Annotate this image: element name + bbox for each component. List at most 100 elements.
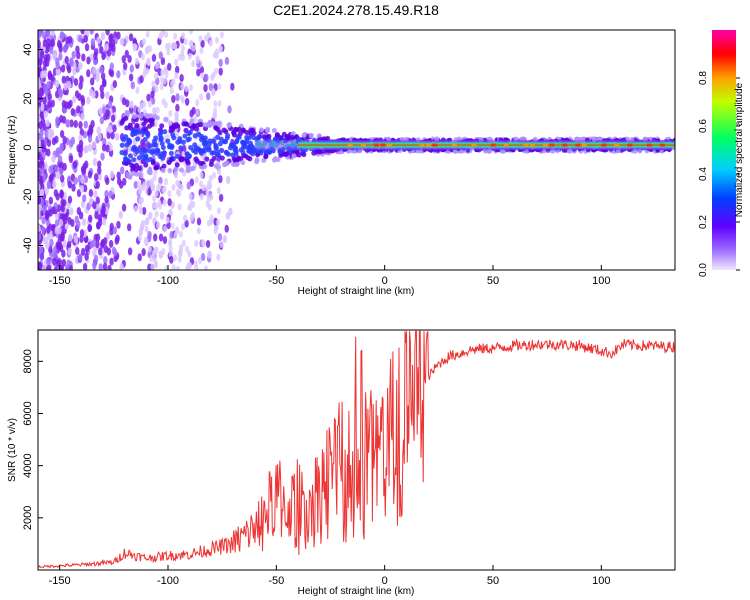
spectrogram-cell — [127, 138, 133, 144]
spectrogram-cell — [112, 80, 118, 89]
spectrogram-ridge-peak — [373, 143, 379, 147]
spectrogram-cell — [86, 96, 91, 105]
spectrogram-cell — [155, 106, 160, 114]
spectrogram-cell — [137, 253, 142, 262]
y-tick-label: 2000 — [22, 506, 34, 530]
spectrogram-cell — [105, 30, 110, 36]
spectrogram-cell — [109, 222, 114, 231]
spectrogram-cell — [145, 30, 150, 38]
spectrogram-ridge-peak — [471, 143, 477, 147]
spectrogram-cell — [165, 138, 171, 144]
spectrogram-cell — [98, 107, 104, 116]
spectrogram-cell — [38, 121, 43, 130]
spectrogram-cell — [182, 144, 187, 153]
spectrogram-cell — [160, 69, 165, 77]
spectrogram-cell — [164, 178, 169, 186]
spectrogram-cell — [60, 198, 65, 207]
spectrogram-cell — [208, 122, 214, 128]
spectrogram-cell — [281, 131, 287, 137]
spectrogram-cell — [127, 247, 133, 256]
spectrogram-cell — [78, 253, 83, 262]
spectrogram-cell — [46, 148, 51, 157]
spectrogram-cell — [217, 99, 222, 107]
spectrogram-cell — [95, 196, 100, 205]
spectrogram-cell — [61, 100, 67, 109]
spectrogram-cell — [159, 83, 164, 91]
spectrogram-cell — [199, 193, 204, 201]
spectrogram-cell — [184, 158, 190, 164]
spectrogram-cell — [214, 121, 220, 127]
spectrogram-cell — [150, 96, 156, 105]
spectrogram-cell — [136, 155, 142, 161]
spectrogram-cell — [91, 238, 97, 247]
spectrogram-cell — [201, 239, 206, 247]
spectrogram-cell — [250, 151, 256, 157]
spectrogram-cell — [89, 77, 95, 86]
snr-y-ticks: 2000 4000 6000 8000 — [22, 349, 43, 530]
spectrogram-ridge-peak — [627, 143, 633, 147]
spectrogram-cell — [78, 81, 83, 90]
spectrogram-cell — [69, 59, 74, 68]
spectrogram-cell — [308, 133, 314, 139]
spectrogram-cell — [55, 149, 60, 158]
spectrogram-cell — [57, 87, 63, 96]
spectrogram-cell — [189, 39, 194, 47]
spectrogram-cell — [158, 137, 164, 143]
spectrogram-cell — [141, 220, 146, 228]
spectrogram-cell — [160, 57, 166, 66]
spectrogram-cell — [54, 218, 60, 227]
spectrogram-cell — [81, 53, 86, 62]
spectrogram-ridge-peak — [503, 143, 509, 147]
spectrogram-ridge-peak — [562, 143, 568, 147]
spectrogram-cell — [46, 38, 51, 47]
spectrogram-cell — [83, 120, 88, 129]
spectrogram-cell — [145, 131, 151, 138]
spectrogram-frame — [37, 29, 676, 271]
spectrogram-ridge-peak — [380, 143, 386, 147]
spectrogram-cell — [48, 196, 54, 205]
spectrogram-cell — [128, 73, 134, 82]
spectrogram-cell — [61, 258, 67, 267]
spectrogram-cell — [206, 180, 211, 188]
spectrogram-cell — [99, 84, 104, 93]
spectrogram-cell — [116, 171, 121, 180]
spectrogram-cell — [99, 65, 104, 74]
spectrogram-cell — [290, 134, 296, 141]
spectrogram-cell — [141, 154, 147, 160]
spectrogram-cell — [38, 77, 41, 86]
spectrogram-cell — [218, 58, 223, 67]
spectrogram-cell — [188, 84, 193, 92]
spectrogram-cell — [112, 124, 117, 133]
spectrogram-cell — [178, 145, 184, 151]
spectrogram-cell — [108, 43, 114, 52]
spectrogram-cell — [47, 127, 53, 136]
spectrogram-cell — [214, 67, 219, 75]
spectrogram-ridge-peak — [549, 143, 555, 147]
spectrogram-cell — [62, 162, 67, 171]
spectrogram-cell — [79, 229, 85, 238]
spectrogram-cell — [93, 190, 98, 199]
spectrogram-cell — [142, 100, 147, 108]
spectrogram-cell — [158, 176, 163, 185]
spectrogram-cell — [179, 167, 185, 173]
spectrogram-cell — [45, 225, 51, 234]
x-tick-label: -100 — [157, 275, 179, 287]
spectrogram-cell — [89, 53, 95, 62]
spectrogram-cell — [121, 137, 127, 143]
spectrogram-cell — [61, 75, 67, 84]
spectrogram-cell — [217, 141, 223, 147]
spectrogram-cell — [311, 150, 317, 156]
spectrogram-cell — [180, 139, 186, 145]
spectrogram-cell — [72, 95, 77, 104]
spectrogram-cell — [87, 134, 93, 143]
spectrogram-cell — [209, 158, 215, 164]
spectrogram-cell — [143, 162, 149, 168]
spectrogram-cell — [38, 174, 43, 183]
spectrogram-cell — [101, 205, 106, 214]
spectrogram-ridge-peak — [347, 143, 353, 147]
spectrogram-cell — [254, 159, 260, 165]
spectrogram-cell — [66, 240, 72, 249]
spectrogram-cell — [144, 112, 150, 119]
spectrogram-cell — [196, 227, 201, 235]
spectrogram-cell — [159, 123, 165, 129]
